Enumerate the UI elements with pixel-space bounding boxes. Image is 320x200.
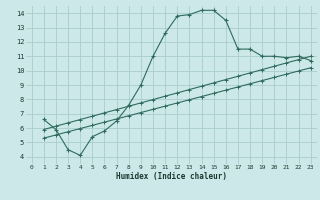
X-axis label: Humidex (Indice chaleur): Humidex (Indice chaleur) bbox=[116, 172, 227, 181]
